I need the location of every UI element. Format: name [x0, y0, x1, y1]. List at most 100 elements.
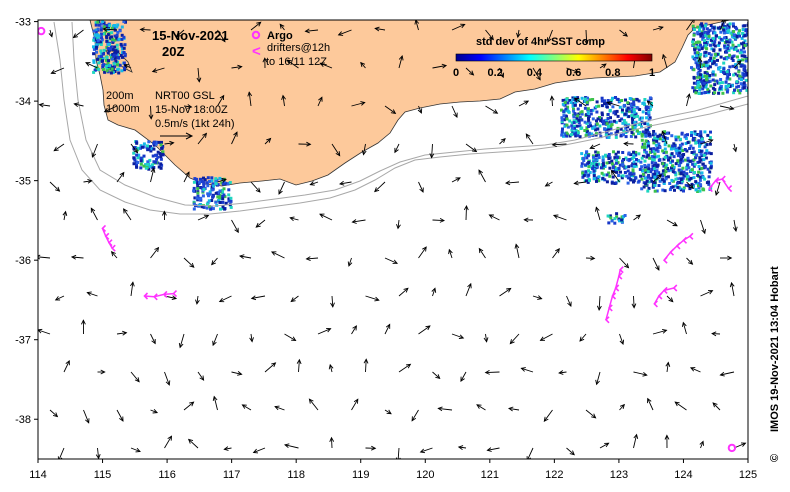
sst-pixel [708, 136, 712, 140]
model-time: 15-Nov 18:00Z [155, 104, 228, 116]
sst-pixel [669, 186, 673, 189]
sst-pixel [599, 135, 603, 139]
colorbar-tick-label: 0.8 [605, 67, 620, 79]
sst-pixel [110, 67, 114, 71]
model-name: NRT00 GSL [155, 90, 215, 102]
sst-pixel [732, 36, 736, 40]
sst-pixel [596, 151, 600, 155]
sst-pixel [707, 182, 711, 186]
drifter-marker [608, 304, 613, 312]
sst-pixel [601, 119, 605, 123]
sst-pixel [227, 188, 231, 192]
current-arrow [317, 327, 332, 335]
sst-pixel [600, 104, 604, 108]
current-arrow [652, 257, 660, 271]
sst-pixel [602, 163, 605, 167]
current-arrow [419, 447, 433, 454]
sst-pixel [715, 34, 718, 38]
sst-pixel [607, 171, 611, 175]
sst-pixel [642, 168, 646, 172]
sst-pixel [657, 154, 661, 158]
current-arrow [70, 254, 84, 260]
sst-pixel [600, 99, 604, 103]
sst-pixel [96, 36, 100, 40]
sst-pixel [94, 28, 98, 32]
sst-pixel [702, 27, 706, 31]
sst-pixel [94, 30, 98, 34]
sst-pixel [657, 184, 661, 187]
current-arrow [123, 64, 132, 69]
sst-pixel [722, 31, 726, 35]
sst-pixel [648, 133, 651, 136]
sst-pixel [725, 57, 729, 61]
current-arrow [523, 217, 534, 223]
sst-pixel [712, 26, 716, 30]
current-arrow [633, 433, 639, 449]
sst-pixel [149, 148, 153, 152]
current-arrow [549, 95, 555, 107]
sst-pixel [99, 32, 103, 36]
sst-pixel [603, 99, 607, 103]
sst-pixel [682, 153, 686, 156]
sst-pixel [669, 168, 673, 172]
sst-pixel [634, 162, 638, 166]
sst-pixel [615, 167, 619, 171]
sst-pixel [206, 192, 210, 196]
current-arrow [451, 23, 466, 31]
sst-pixel [154, 153, 158, 157]
sst-pixel [196, 198, 200, 202]
sst-pixel [653, 175, 657, 179]
x-tick-label: 119 [352, 469, 370, 481]
drifter-tracks [101, 175, 733, 324]
current-arrow [211, 257, 218, 266]
sst-pixel [698, 160, 702, 164]
sst-pixel [638, 131, 642, 135]
current-arrow [431, 287, 437, 297]
sst-pixel [101, 52, 105, 56]
sst-pixel [664, 165, 668, 169]
sst-pixel [704, 30, 708, 34]
sst-pixel [665, 136, 669, 140]
sst-pixel [572, 115, 576, 119]
sst-pixel [96, 38, 100, 42]
current-arrow [711, 331, 721, 337]
sst-pixel [698, 88, 702, 92]
sst-pixel [105, 56, 109, 59]
sst-pixel [618, 99, 622, 103]
sst-pixel [112, 24, 115, 28]
sst-pixel [589, 124, 592, 128]
sst-pixel [630, 131, 634, 135]
sst-pixel [566, 125, 570, 129]
sst-pixel [699, 65, 703, 68]
current-arrow [284, 443, 299, 449]
sst-pixel [601, 159, 605, 163]
sst-pixel [654, 155, 658, 159]
sst-pixel [594, 128, 598, 132]
sst-pixel [205, 206, 209, 210]
current-arrow [86, 291, 98, 297]
argo-legend-label: Argo [267, 30, 293, 42]
sst-pixel [703, 177, 707, 181]
current-arrow [418, 246, 427, 259]
current-arrow [102, 26, 118, 32]
sst-pixel [740, 63, 744, 67]
sst-pixel [637, 132, 640, 135]
sst-pixel [617, 167, 621, 170]
sst-pixel [627, 115, 631, 119]
sst-pixel [703, 38, 706, 42]
sst-pixel [725, 77, 729, 81]
sst-pixel [118, 29, 122, 33]
current-arrow [231, 131, 238, 145]
sst-pixel [709, 152, 713, 156]
sst-pixel [653, 152, 657, 156]
sst-pixel [728, 38, 732, 42]
sst-pixel [742, 84, 746, 88]
sst-pixel [737, 84, 741, 88]
sst-pixel [641, 172, 645, 176]
sst-pixel [613, 221, 617, 225]
sst-pixel [614, 120, 618, 124]
sst-pixel [674, 173, 678, 177]
sst-pixel [707, 34, 711, 38]
sst-pixel [144, 166, 148, 170]
sst-pixel [595, 110, 599, 114]
